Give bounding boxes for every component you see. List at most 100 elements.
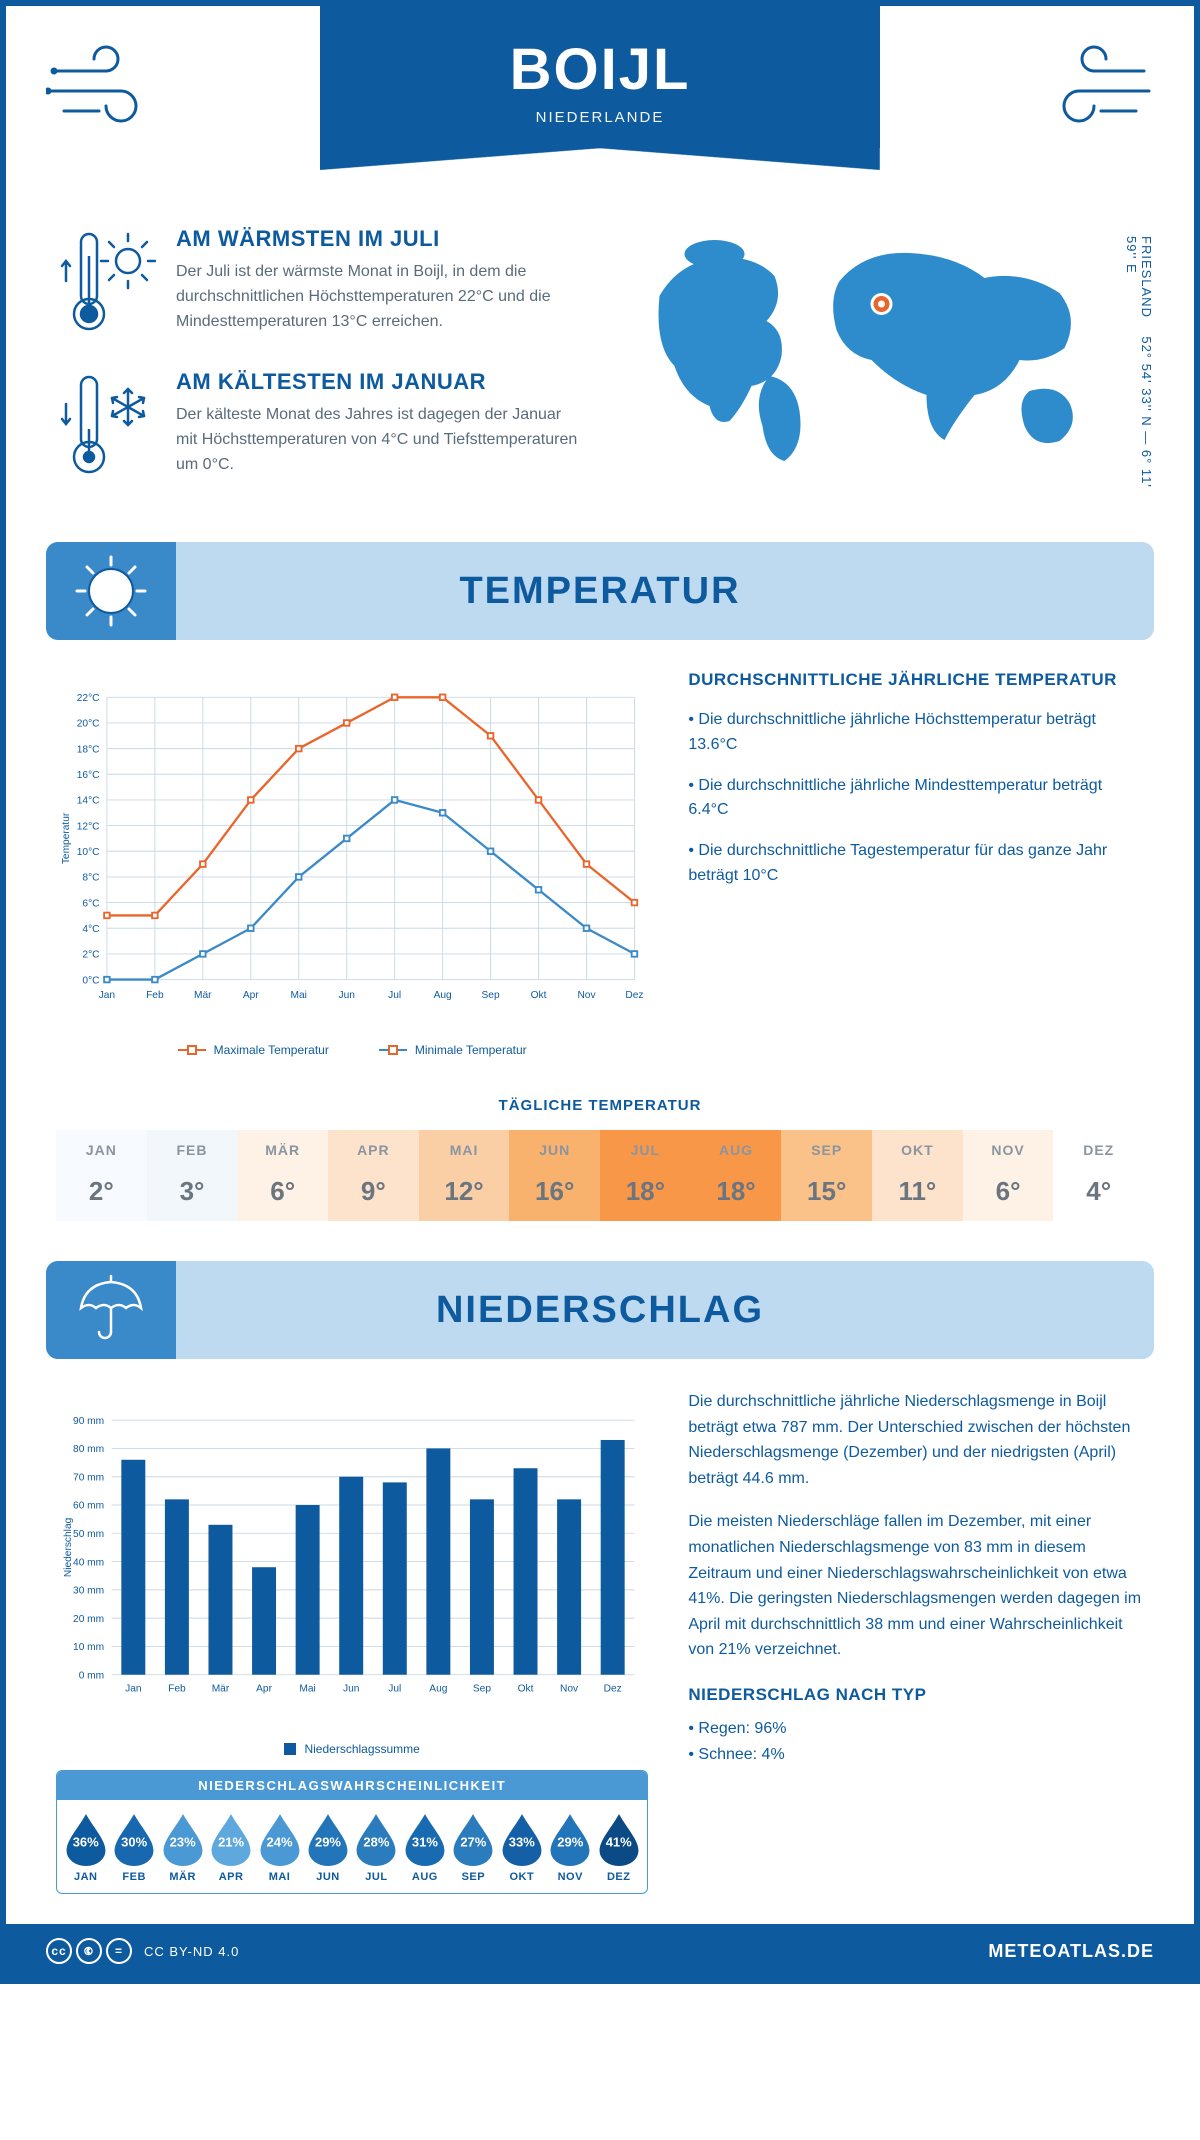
temperature-line-chart: 0°C2°C4°C6°C8°C10°C12°C14°C16°C18°C20°C2… [56,670,648,1030]
svg-text:40 mm: 40 mm [73,1557,104,1568]
fact-coldest: AM KÄLTESTEN IM JANUAR Der kälteste Mona… [56,369,585,484]
probability-row: 36%JAN30%FEB23%MÄR21%APR24%MAI29%JUN28%J… [57,1800,647,1893]
svg-text:50 mm: 50 mm [73,1529,104,1540]
info-bullet: • Die durchschnittliche jährliche Höchst… [688,708,1144,758]
section-title: TEMPERATUR [46,570,1154,613]
footer-license: cc🅮= CC BY-ND 4.0 [46,1938,239,1964]
probability-box: NIEDERSCHLAGSWAHRSCHEINLICHKEIT 36%JAN30… [56,1770,648,1894]
svg-text:Aug: Aug [429,1683,447,1694]
svg-text:12°C: 12°C [77,821,100,832]
footer-site: METEOATLAS.DE [988,1941,1154,1962]
precip-text-column: Die durchschnittliche jährliche Niedersc… [688,1389,1144,1894]
svg-text:14°C: 14°C [77,796,100,807]
daily-temp-cell: FEB3° [147,1130,238,1221]
svg-text:8°C: 8°C [82,873,99,884]
daily-temp-cell: JAN2° [56,1130,147,1221]
svg-text:22°C: 22°C [77,693,100,704]
svg-text:10°C: 10°C [77,847,100,858]
precip-paragraph: Die durchschnittliche jährliche Niedersc… [688,1389,1144,1491]
map-column: FRIESLAND 52° 54' 33'' N — 6° 11' 59'' E [615,226,1144,512]
daily-temp-cell: APR9° [328,1130,419,1221]
daily-temperature-row: JAN2°FEB3°MÄR6°APR9°MAI12°JUN16°JUL18°AU… [56,1130,1144,1221]
precipitation-bar-chart: 0 mm 10 mm 20 mm 30 mm 40 mm 50 mm 60 mm 70 mm 8… [56,1389,648,1729]
daily-temp-cell: MÄR6° [237,1130,328,1221]
probability-cell: 41%DEZ [596,1812,641,1883]
fact-title: AM WÄRMSTEN IM JULI [176,226,585,252]
probability-cell: 28%JUL [354,1812,399,1883]
title-banner: BOIJL NIEDERLANDE [320,6,880,148]
svg-text:Jun: Jun [338,990,354,1001]
precip-paragraph: Die meisten Niederschläge fallen im Deze… [688,1509,1144,1663]
svg-text:70 mm: 70 mm [73,1472,104,1483]
svg-text:80 mm: 80 mm [73,1444,104,1455]
svg-text:20 mm: 20 mm [73,1614,104,1625]
svg-text:Apr: Apr [243,990,259,1001]
probability-cell: 31%AUG [402,1812,447,1883]
svg-text:Mai: Mai [299,1683,315,1694]
daily-temp-cell: MAI12° [419,1130,510,1221]
fact-warmest: AM WÄRMSTEN IM JULI Der Juli ist der wär… [56,226,585,341]
precip-type-title: NIEDERSCHLAG NACH TYP [688,1681,1144,1708]
temperature-chart-area: 0°C2°C4°C6°C8°C10°C12°C14°C16°C18°C20°C2… [56,670,648,1057]
svg-text:Mai: Mai [291,990,307,1001]
section-bar-precip: NIEDERSCHLAG [46,1261,1154,1359]
precipitation-block: 0 mm 10 mm 20 mm 30 mm 40 mm 50 mm 60 mm 70 mm 8… [6,1389,1194,1914]
svg-text:Dez: Dez [604,1683,622,1694]
probability-cell: 21%APR [208,1812,253,1883]
cc-badge-icon: cc🅮= [46,1938,132,1964]
svg-text:4°C: 4°C [82,924,99,935]
svg-text:Sep: Sep [473,1683,491,1694]
svg-text:Niederschlag: Niederschlag [63,1518,74,1577]
daily-temp-cell: JUL18° [600,1130,691,1221]
probability-cell: 27%SEP [451,1812,496,1883]
probability-cell: 36%JAN [63,1812,108,1883]
wind-icon [46,36,176,141]
daily-temp-cell: OKT11° [872,1130,963,1221]
svg-text:16°C: 16°C [77,770,100,781]
fact-text: Der Juli ist der wärmste Monat in Boijl,… [176,260,585,334]
svg-text:Jul: Jul [388,1683,401,1694]
page-subtitle: NIEDERLANDE [340,109,860,126]
svg-text:10 mm: 10 mm [73,1642,104,1653]
svg-text:30 mm: 30 mm [73,1586,104,1597]
probability-cell: 29%NOV [548,1812,593,1883]
header: BOIJL NIEDERLANDE [6,6,1194,206]
info-bullet: • Die durchschnittliche jährliche Mindes… [688,774,1144,824]
svg-text:Feb: Feb [168,1683,186,1694]
svg-text:2°C: 2°C [82,950,99,961]
svg-text:0°C: 0°C [82,975,99,986]
probability-cell: 24%MAI [257,1812,302,1883]
daily-temp-cell: DEZ4° [1053,1130,1144,1221]
thermometer-snow-icon [56,369,156,484]
svg-text:0 mm: 0 mm [79,1670,104,1681]
svg-text:Dez: Dez [625,990,643,1001]
daily-temp-cell: JUN16° [509,1130,600,1221]
precip-type-line: • Schnee: 4% [688,1742,1144,1768]
svg-text:Aug: Aug [434,990,452,1001]
section-bar-temperature: TEMPERATUR [46,542,1154,640]
infographic-page: BOIJL NIEDERLANDE AM WÄRMSTEN IM JULI De… [0,0,1200,1984]
umbrella-icon [46,1261,176,1359]
precip-type-line: • Regen: 96% [688,1716,1144,1742]
svg-text:Okt: Okt [531,990,547,1001]
probability-cell: 30%FEB [111,1812,156,1883]
facts-column: AM WÄRMSTEN IM JULI Der Juli ist der wär… [56,226,585,512]
svg-text:60 mm: 60 mm [73,1501,104,1512]
svg-text:20°C: 20°C [77,719,100,730]
daily-temp-title: TÄGLICHE TEMPERATUR [6,1097,1194,1114]
svg-text:Feb: Feb [146,990,164,1001]
svg-text:18°C: 18°C [77,744,100,755]
bar-chart-legend: Niederschlagssumme [56,1742,648,1756]
daily-temp-cell: AUG18° [691,1130,782,1221]
svg-text:90 mm: 90 mm [73,1416,104,1427]
thermometer-sun-icon [56,226,156,341]
svg-text:Jun: Jun [343,1683,359,1694]
svg-text:Sep: Sep [482,990,500,1001]
coordinates-text: FRIESLAND 52° 54' 33'' N — 6° 11' 59'' E [1124,236,1154,512]
svg-text:Mär: Mär [212,1683,230,1694]
svg-text:Nov: Nov [560,1683,579,1694]
svg-text:Jan: Jan [125,1683,141,1694]
fact-text: Der kälteste Monat des Jahres ist dagege… [176,403,585,477]
world-map-icon [615,226,1144,466]
info-bullet: • Die durchschnittliche Tagestemperatur … [688,839,1144,889]
